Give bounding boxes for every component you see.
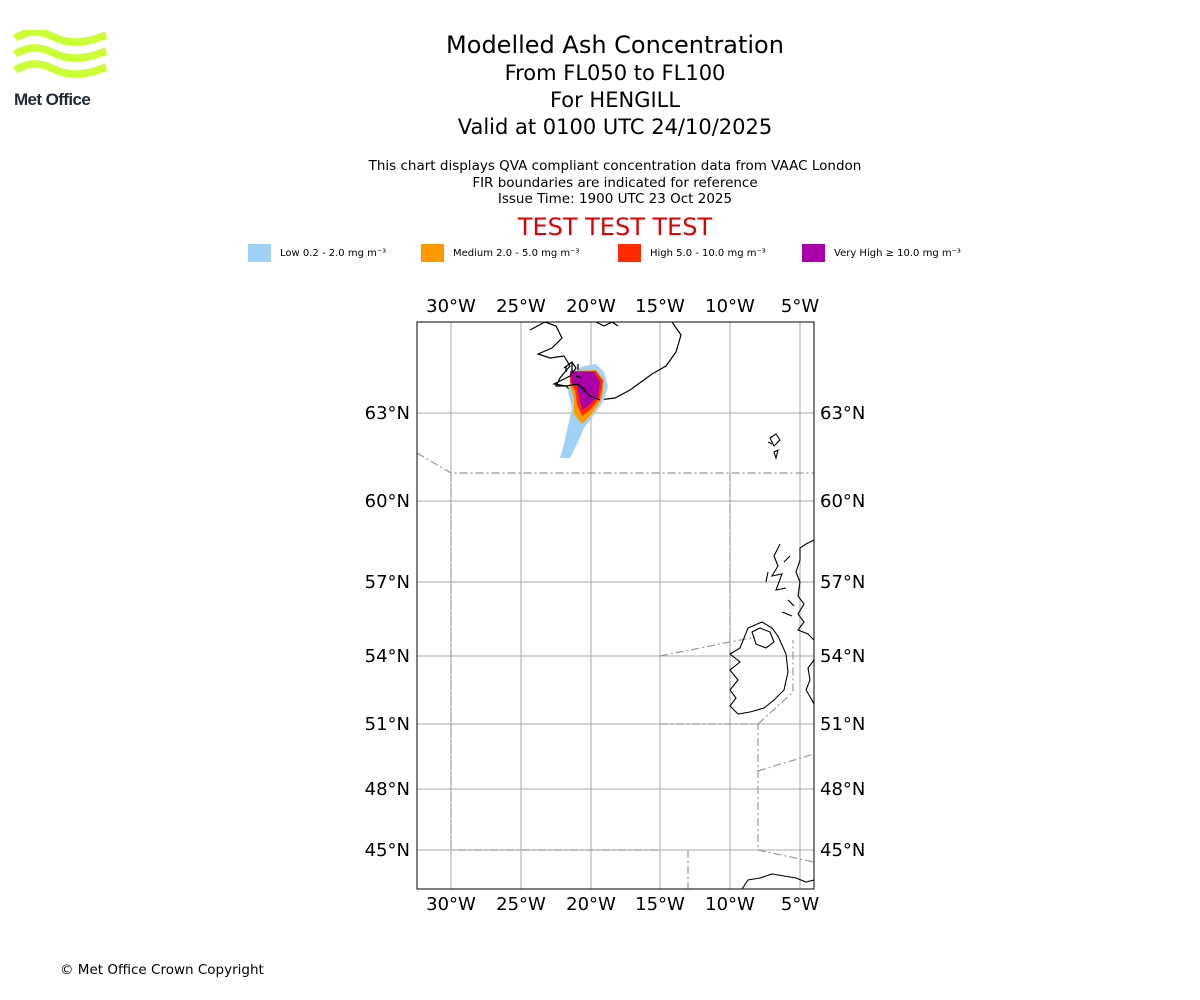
faroe-islands — [767, 433, 781, 460]
fir-boundary-london — [757, 640, 794, 725]
hebrides-coastline — [765, 543, 795, 617]
legend-item-low: Low 0.2 - 2.0 mg m⁻³ — [248, 244, 386, 262]
lon-label-bottom-10w: 10°W — [705, 894, 755, 915]
legend-item-medium: Medium 2.0 - 5.0 mg m⁻³ — [421, 244, 579, 262]
valid-time: Valid at 0100 UTC 24/10/2025 — [457, 115, 773, 139]
ireland-coastline — [729, 621, 789, 715]
met-office-logo: Met Office — [13, 28, 108, 112]
volcano-name: For HENGILL — [549, 88, 681, 112]
lon-label-bottom-15w: 15°W — [635, 894, 685, 915]
lon-label-top-25w: 25°W — [496, 296, 546, 317]
scotland-coastline — [795, 539, 814, 641]
fir-boundary-irish-north — [659, 636, 756, 657]
iceland-north-coast — [595, 322, 619, 327]
lon-label-top-5w: 5°W — [781, 296, 819, 317]
lon-label-top-30w: 30°W — [426, 296, 476, 317]
lat-label-left-45n: 45°N — [365, 840, 410, 861]
legend-label-very-high: Very High ≥ 10.0 mg m⁻³ — [834, 247, 961, 259]
lon-label-bottom-20w: 20°W — [566, 894, 616, 915]
lon-label-top-15w: 15°W — [635, 296, 685, 317]
legend-label-medium: Medium 2.0 - 5.0 mg m⁻³ — [453, 247, 580, 259]
chart-description: This chart displays QVA compliant concen… — [315, 158, 915, 208]
issue-time: Issue Time: 1900 UTC 23 Oct 2025 — [497, 191, 733, 207]
gridlines — [417, 322, 814, 889]
lat-label-left-63n: 63°N — [365, 403, 410, 424]
lon-label-top-10w: 10°W — [705, 296, 755, 317]
legend-label-high: High 5.0 - 10.0 mg m⁻³ — [650, 247, 766, 259]
copyright-notice: © Met Office Crown Copyright — [60, 962, 264, 978]
lat-label-left-51n: 51°N — [365, 714, 410, 735]
fir-boundary-irish-south — [660, 723, 814, 863]
flight-level-range: From FL050 to FL100 — [504, 61, 726, 85]
iceland-coastline — [529, 322, 682, 401]
volcano-marker-icon — [565, 362, 587, 391]
fir-boundary-north — [417, 452, 814, 474]
lat-label-right-45n: 45°N — [820, 840, 865, 861]
ash-plume — [560, 364, 608, 458]
lat-label-right-51n: 51°N — [820, 714, 865, 735]
northern-ireland-coastline — [751, 627, 775, 649]
legend-swatch-high — [618, 244, 641, 262]
fir-boundary-channel — [757, 753, 814, 772]
lat-label-left-57n: 57°N — [365, 572, 410, 593]
lon-label-bottom-30w: 30°W — [426, 894, 476, 915]
logo-wordmark: Met Office — [14, 90, 91, 109]
legend-item-high: High 5.0 - 10.0 mg m⁻³ — [618, 244, 766, 262]
lat-label-left-54n: 54°N — [365, 646, 410, 667]
legend-swatch-medium — [421, 244, 444, 262]
lon-label-top-20w: 20°W — [566, 296, 616, 317]
lat-label-right-57n: 57°N — [820, 572, 865, 593]
legend-swatch-low — [248, 244, 271, 262]
lon-label-bottom-25w: 25°W — [496, 894, 546, 915]
fir-boundaries — [417, 452, 814, 889]
lat-label-right-54n: 54°N — [820, 646, 865, 667]
lat-label-right-48n: 48°N — [820, 779, 865, 800]
test-banner: TEST TEST TEST — [517, 213, 713, 241]
description-line-2: FIR boundaries are indicated for referen… — [472, 174, 758, 191]
map-frame — [416, 321, 815, 890]
legend: Low 0.2 - 2.0 mg m⁻³ Medium 2.0 - 5.0 mg… — [0, 244, 1200, 264]
lat-label-right-63n: 63°N — [820, 403, 865, 424]
legend-item-very-high: Very High ≥ 10.0 mg m⁻³ — [802, 244, 961, 262]
met-office-waves-icon — [13, 28, 108, 78]
britain-west-coastline — [805, 659, 814, 705]
lon-label-bottom-5w: 5°W — [781, 894, 819, 915]
lat-label-left-60n: 60°N — [365, 491, 410, 512]
legend-label-low: Low 0.2 - 2.0 mg m⁻³ — [280, 247, 387, 259]
brittany-coastline — [741, 873, 814, 889]
fir-boundary-oceanic-west — [450, 473, 660, 851]
chart-title-block: Modelled Ash Concentration From FL050 to… — [315, 30, 915, 141]
lat-label-right-60n: 60°N — [820, 491, 865, 512]
legend-swatch-very-high — [802, 244, 825, 262]
reykjanes-coastline — [552, 361, 601, 401]
description-line-1: This chart displays QVA compliant concen… — [368, 158, 862, 174]
chart-title: Modelled Ash Concentration — [446, 31, 784, 59]
lat-label-left-48n: 48°N — [365, 779, 410, 800]
